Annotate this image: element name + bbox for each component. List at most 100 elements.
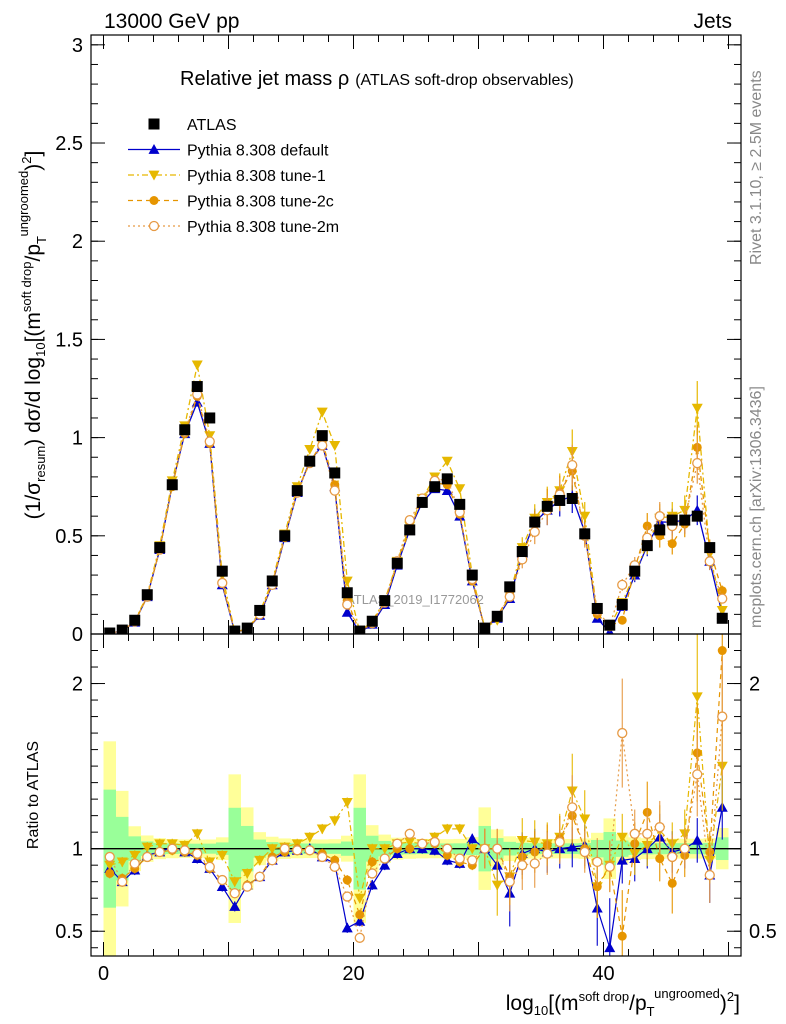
data-point: [317, 440, 328, 451]
ratio-point: [355, 910, 365, 920]
data-point: [304, 455, 316, 467]
data-point: [691, 510, 703, 522]
ratio-point: [254, 855, 266, 866]
ratio-point: [329, 861, 340, 872]
data-point: [279, 530, 291, 542]
series-line: [109, 392, 723, 634]
y-tick-label-ratio: 1: [72, 839, 83, 861]
data-point: [304, 444, 316, 455]
data-point: [254, 604, 266, 616]
ratio-point: [466, 833, 478, 844]
ratio-point: [592, 856, 603, 868]
data-point: [717, 586, 727, 596]
data-point: [354, 625, 366, 634]
rivet-version-label: Rivet 3.1.10, ≥ 2.5M events: [748, 70, 765, 265]
ratio-point: [429, 836, 440, 848]
legend: ATLAS Pythia 8.308 default Pythia 8.308 tu…: [128, 117, 339, 236]
data-point: [204, 412, 216, 424]
data-point: [329, 441, 341, 451]
data-point: [579, 511, 591, 522]
data-point: [229, 625, 241, 634]
ratio-point: [366, 844, 378, 855]
y-tick-label-main: 1: [72, 428, 83, 450]
legend-marker: [148, 220, 160, 232]
ratio-point: [692, 769, 703, 780]
ratio-point: [192, 848, 203, 859]
ratio-point: [679, 843, 690, 854]
ratio-point: [404, 828, 415, 839]
ratio-point: [554, 836, 565, 848]
ratio-point: [617, 727, 628, 739]
ratio-point: [179, 845, 190, 856]
data-point: [579, 528, 591, 540]
data-point: [691, 403, 703, 414]
data-point: [529, 516, 541, 528]
ratio-point: [304, 832, 316, 843]
main-panel-series: [104, 360, 728, 634]
data-point: [704, 542, 716, 554]
ratio-point: [441, 824, 453, 835]
legend-entry: Pythia 8.308 tune-2c: [128, 194, 334, 211]
ratio-point: [417, 838, 428, 849]
y-tick-label-main: 2.5: [55, 133, 83, 155]
ratio-point: [317, 851, 328, 863]
data-point: [154, 542, 166, 554]
data-point: [454, 484, 466, 495]
ratio-point: [241, 869, 253, 879]
y-tick-label-main: 2: [72, 231, 83, 253]
ratio-point: [404, 837, 416, 848]
ratio-point: [117, 876, 128, 887]
legend-marker: [148, 144, 160, 154]
data-point: [129, 614, 141, 626]
data-point: [342, 599, 353, 610]
y-tick-label-main: 0: [72, 624, 83, 646]
data-point: [504, 581, 516, 593]
ratio-point: [191, 829, 203, 840]
data-point: [454, 498, 466, 510]
ratio-point: [604, 861, 615, 872]
ratio-point: [392, 838, 403, 849]
legend-label: Pythia 8.308 tune-1: [187, 168, 326, 185]
ratio-point: [429, 844, 441, 855]
data-point: [429, 481, 441, 493]
data-point: [379, 595, 391, 607]
y-axis-label-ratio: Ratio to ATLAS: [25, 741, 42, 849]
data-point: [191, 360, 203, 371]
ratio-point: [717, 711, 728, 722]
data-point: [179, 424, 191, 436]
ratio-point: [492, 843, 503, 854]
data-point: [466, 569, 478, 581]
ratio-point: [691, 834, 703, 845]
series-atlas: [104, 381, 728, 634]
data-point: [504, 591, 515, 602]
data-point: [217, 577, 228, 589]
ratio-point: [467, 855, 478, 866]
data-point: [341, 606, 353, 617]
ratio-point: [216, 881, 228, 892]
ratio-point: [141, 842, 153, 853]
ratio-point: [217, 874, 228, 886]
ratio-point: [567, 802, 578, 813]
data-point: [441, 485, 453, 496]
axes: 00.511.522.530.5 0.51 12 20 20 40: [55, 35, 777, 985]
legend-marker: [148, 170, 160, 181]
y-tick-label-ratio: 0.5: [55, 921, 83, 943]
ratio-point: [354, 893, 366, 904]
ratio-point: [316, 824, 328, 835]
plot-subtitle: (ATLAS soft-drop observables): [355, 72, 573, 89]
data-point: [616, 599, 628, 611]
ratio-point: [667, 878, 677, 888]
ratio-point: [379, 844, 391, 855]
legend-label: Pythia 8.308 default: [187, 143, 329, 160]
data-point: [604, 619, 616, 631]
ratio-point: [304, 845, 315, 856]
legend-entry: Pythia 8.308 tune-1: [128, 168, 326, 185]
ratio-point: [529, 858, 540, 869]
ratio-point: [616, 832, 628, 843]
data-point: [654, 524, 666, 536]
data-point: [567, 459, 578, 471]
ratio-point: [655, 854, 665, 864]
data-point: [441, 473, 453, 485]
legend-label: Pythia 8.308 tune-2c: [187, 194, 334, 211]
